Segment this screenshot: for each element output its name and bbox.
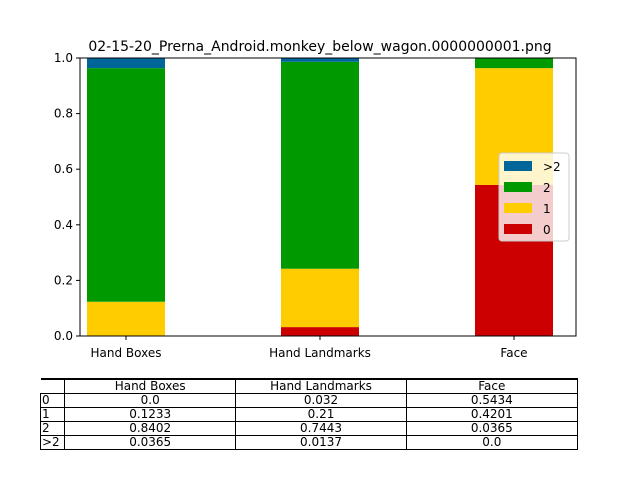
y-tick-label: 1.0 (54, 51, 73, 65)
table-row-label: 0 (39, 393, 66, 408)
table-cell: 0.0 (64, 393, 237, 408)
table-cell: 0.8402 (64, 421, 237, 436)
table-row-label: 1 (39, 407, 66, 422)
legend-swatch (504, 203, 532, 213)
x-tick-label: Hand Boxes (91, 346, 162, 360)
legend-label: 0 (543, 223, 551, 237)
legend-label: 1 (543, 202, 551, 216)
bar-segment (281, 327, 359, 336)
table-cell: 0.0 (405, 435, 579, 450)
table-row: 1 0.1233 0.21 0.4201 (39, 407, 579, 422)
table-corner (40, 378, 65, 394)
table-row: >2 0.0365 0.0137 0.0 (39, 435, 579, 450)
table-cell: 0.0365 (405, 421, 579, 436)
bar-segment (281, 268, 359, 328)
bar-segment (475, 58, 553, 69)
legend: >2 2 1 0 (498, 152, 570, 242)
table-col-header: Hand Boxes (64, 378, 237, 394)
table-cell: 0.5434 (405, 393, 579, 408)
plot-frame (79, 57, 577, 337)
bar-segment (87, 301, 165, 336)
table-header-row: Hand Boxes Hand Landmarks Face (40, 378, 579, 394)
table-cell: 0.21 (235, 407, 407, 422)
legend-swatch (504, 224, 532, 234)
table-col-header: Hand Landmarks (235, 378, 407, 394)
table-row-label: 2 (39, 421, 66, 436)
table-row: 0 0.0 0.032 0.5434 (39, 393, 579, 408)
legend-label: >2 (543, 160, 561, 174)
y-tick-label: 0.4 (54, 218, 73, 232)
legend-frame (498, 152, 570, 242)
bar-segment (281, 58, 359, 62)
table-cell: 0.0137 (235, 435, 407, 450)
x-tick-label: Face (500, 346, 527, 360)
data-table: Hand Boxes Hand Landmarks Face 0 0.0 0.0… (39, 378, 579, 450)
legend-swatch (504, 182, 532, 192)
y-tick-label: 0.8 (54, 107, 73, 121)
table-cell: 0.4201 (405, 407, 579, 422)
bar-segment (87, 68, 165, 302)
table-row-label: >2 (39, 435, 66, 450)
y-tick-label: 0.6 (54, 162, 73, 176)
table-col-header: Face (405, 378, 579, 394)
legend-swatch (504, 161, 532, 171)
table-cell: 0.032 (235, 393, 407, 408)
table-cell: 0.1233 (64, 407, 237, 422)
x-tick-label: Hand Landmarks (269, 346, 371, 360)
legend-label: 2 (543, 181, 551, 195)
y-tick-label: 0.0 (54, 329, 73, 343)
table-cell: 0.7443 (235, 421, 407, 436)
bar-segment (87, 58, 165, 69)
stacked-bar-chart: 02-15-20_Prerna_Android.monkey_below_wag… (54, 39, 577, 360)
y-tick-label: 0.2 (54, 273, 73, 287)
bar-segment (281, 61, 359, 269)
table-cell: 0.0365 (64, 435, 237, 450)
chart-title: 02-15-20_Prerna_Android.monkey_below_wag… (88, 39, 551, 55)
table-row: 2 0.8402 0.7443 0.0365 (39, 421, 579, 436)
